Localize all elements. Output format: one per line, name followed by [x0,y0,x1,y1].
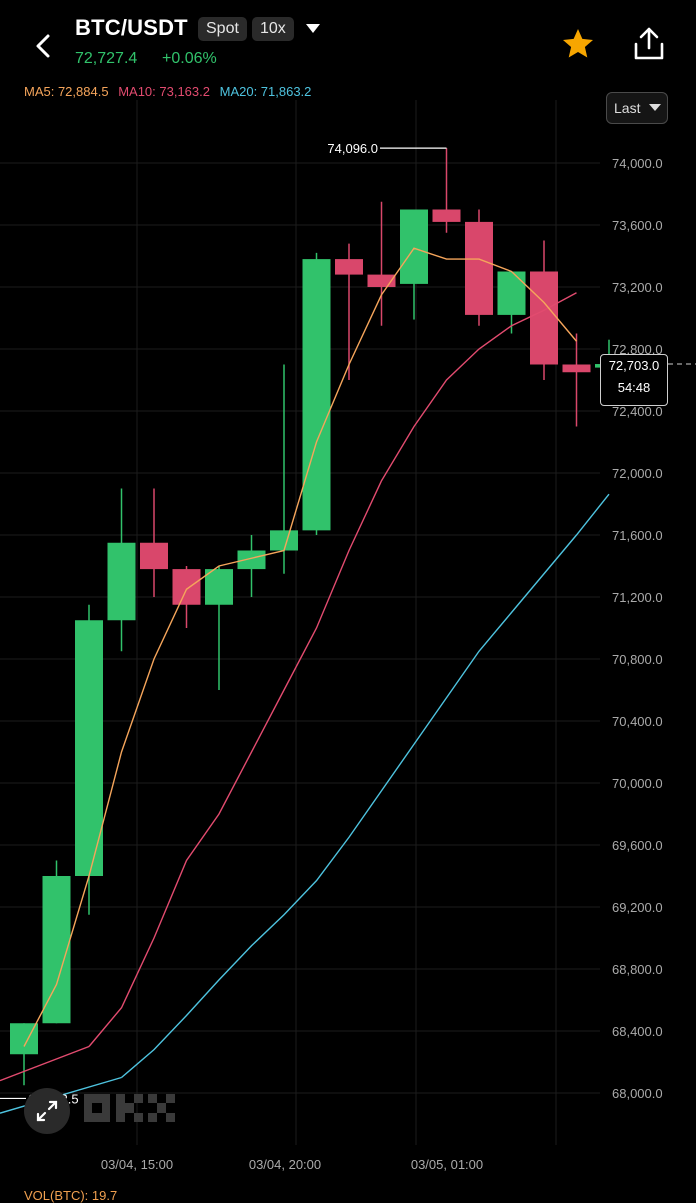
ma-legend: MA5: 72,884.5 MA10: 73,163.2 MA20: 71,86… [24,84,317,99]
candle-body [237,550,266,570]
candle-body [465,221,493,315]
y-tick-label: 72,800.0 [612,342,663,357]
market-type-badge: Spot [198,17,247,41]
ma5-line [23,247,578,1047]
current-price-tag: 72,703.0 54:48 [600,354,668,406]
price-type-select[interactable]: Last [606,92,668,124]
star-icon[interactable] [560,26,596,62]
candle-body [562,364,591,373]
y-tick-label: 69,600.0 [612,838,663,853]
y-tick-label: 69,200.0 [612,900,663,915]
y-tick-label: 70,800.0 [612,652,663,667]
price-change-percent: +0.06% [162,50,217,67]
candle-body [107,542,136,621]
x-tick-label: 03/04, 15:00 [101,1157,173,1172]
ma20-label: MA20: 71,863.2 [219,84,312,99]
x-tick-label: 03/04, 20:00 [249,1157,321,1172]
x-tick-label: 03/05, 01:00 [411,1157,483,1172]
y-tick-label: 71,200.0 [612,590,663,605]
expand-icon [36,1100,58,1122]
candle-body [497,271,526,315]
candle-body [75,620,103,876]
y-tick-label: 73,200.0 [612,280,663,295]
chevron-down-icon[interactable] [306,24,320,33]
y-tick-label: 71,600.0 [612,528,663,543]
share-icon[interactable] [632,26,666,62]
candle-body [42,876,71,1024]
ma10-label: MA10: 73,163.2 [118,84,210,99]
candle-body [335,259,363,275]
exchange-logo-icon [84,1094,175,1122]
y-tick-label: 72,000.0 [612,466,663,481]
candle-body [270,530,298,551]
candle-body [400,209,428,284]
ma20-line [121,493,610,1079]
chevron-down-icon [649,104,661,111]
y-tick-label: 68,000.0 [612,1086,663,1101]
max-price-label: 74,096.0 [327,141,378,156]
y-tick-label: 72,400.0 [612,404,663,419]
y-tick-label: 73,600.0 [612,218,663,233]
ma10-line [88,292,577,1047]
last-price: 72,727.4 [75,50,138,67]
candle-body [302,259,331,531]
y-tick-label: 68,800.0 [612,962,663,977]
ma5-label: MA5: 72,884.5 [24,84,109,99]
leverage-badge: 10x [252,17,294,41]
y-tick-label: 74,000.0 [612,156,663,171]
back-arrow-icon[interactable] [30,30,58,62]
ma10-line-extension [0,1045,90,1082]
candle-countdown: 54:48 [617,380,651,395]
candle-body [172,569,201,605]
current-price-value: 72,703.0 [608,358,660,373]
trading-pair-title[interactable]: BTC/USDT [75,15,188,40]
y-tick-label: 70,400.0 [612,714,663,729]
volume-label: VOL(BTC): 19.7 [24,1188,118,1203]
candle-body [205,569,233,605]
price-type-value: Last [614,100,641,116]
candle-body [530,271,558,365]
candle-body [432,209,461,222]
y-tick-label: 68,400.0 [612,1024,663,1039]
fullscreen-button[interactable] [24,1088,70,1134]
header: BTC/USDT Spot 10x 72,727.4 +0.06% [0,0,696,82]
y-tick-label: 70,000.0 [612,776,663,791]
candle-body [140,542,168,570]
